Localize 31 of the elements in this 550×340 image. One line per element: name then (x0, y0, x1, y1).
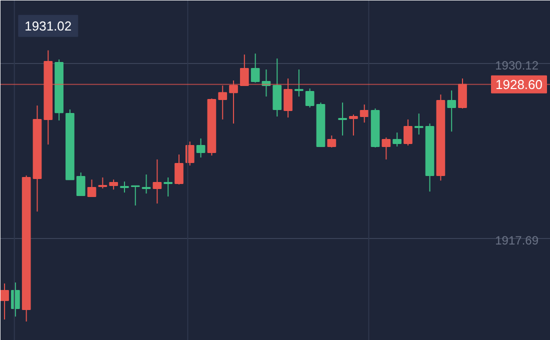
candlestick (0, 282, 9, 320)
candlestick (414, 113, 424, 136)
candlestick (392, 132, 402, 147)
candlestick (130, 184, 140, 206)
candlestick (447, 90, 456, 132)
candlestick (98, 176, 108, 189)
candlestick (185, 141, 194, 166)
candlestick (404, 118, 412, 146)
candlestick (109, 179, 118, 190)
candlestick (272, 58, 282, 118)
candlestick (382, 136, 391, 160)
candlestick (250, 53, 260, 84)
candlestick (360, 104, 369, 124)
candlestick (142, 174, 151, 194)
candlestick (338, 102, 347, 136)
ref-line-label: 1928.60 (496, 76, 543, 92)
candlestick (11, 282, 20, 318)
y-tick-label: 1917.69 (495, 234, 539, 248)
candlestick (196, 138, 206, 158)
candlestick (294, 68, 304, 98)
candlestick (120, 181, 129, 194)
candlestick (174, 154, 184, 186)
candlestick (164, 176, 173, 197)
candlestick (349, 114, 358, 136)
candlestick (305, 88, 314, 108)
candlestick (87, 179, 96, 197)
annotation: 1931.02 (24, 18, 72, 34)
y-tick-label: 1930.12 (495, 58, 539, 73)
candlestick (76, 172, 86, 196)
candlestick (152, 158, 162, 204)
candlestick (327, 135, 336, 148)
